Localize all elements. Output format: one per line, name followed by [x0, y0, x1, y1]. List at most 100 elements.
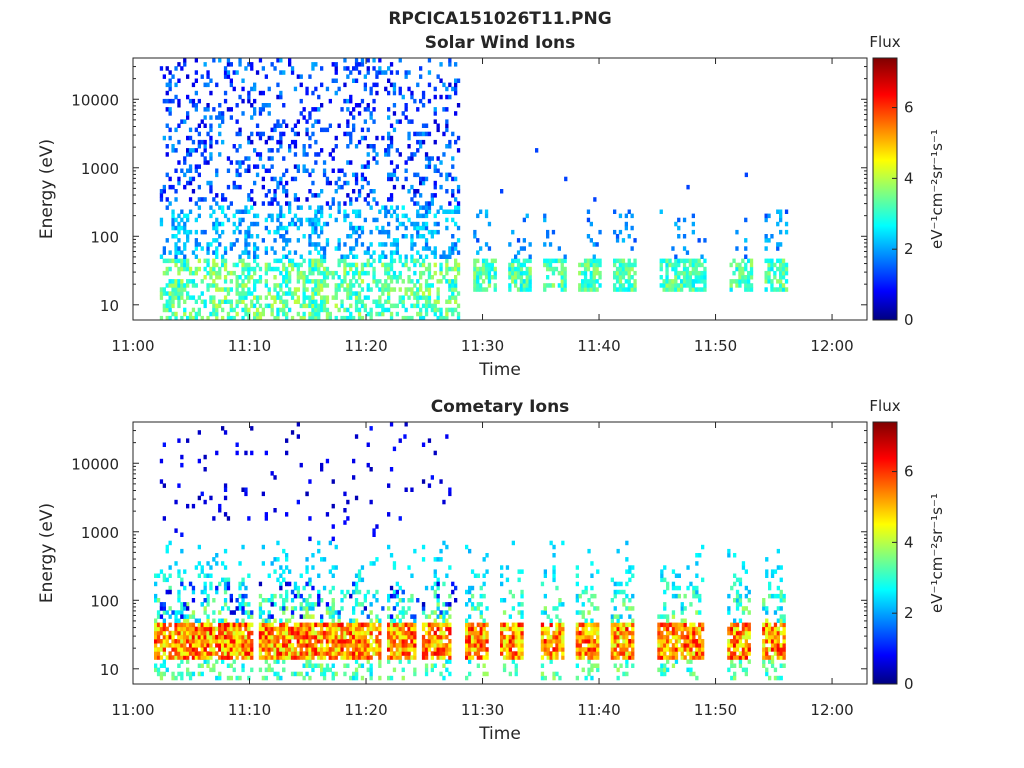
heatmap-cell: [290, 651, 295, 656]
heatmap-cell: [456, 103, 461, 108]
heatmap-cell: [334, 630, 338, 636]
heatmap-cell: [311, 565, 315, 570]
heatmap-cell: [215, 262, 219, 268]
heatmap-cell: [276, 295, 280, 300]
heatmap-cell: [296, 434, 300, 439]
heatmap-cell: [375, 70, 379, 75]
heatmap-cell: [765, 573, 769, 578]
heatmap-cell: [520, 639, 524, 644]
heatmap-cell: [770, 626, 775, 632]
heatmap-cell: [392, 446, 397, 452]
heatmap-cell: [561, 622, 565, 628]
heatmap-cell: [671, 246, 675, 251]
heatmap-cell: [328, 213, 332, 219]
heatmap-cell: [389, 303, 394, 309]
heatmap-cell: [328, 614, 332, 619]
heatmap-cell: [264, 303, 268, 309]
heatmap-cell: [267, 287, 271, 292]
heatmap-cell: [288, 148, 292, 153]
heatmap-cell: [223, 651, 228, 656]
heatmap-cell: [354, 78, 359, 83]
heatmap-cell: [267, 655, 271, 660]
heatmap-cell: [421, 103, 426, 108]
heatmap-cell: [456, 184, 461, 190]
heatmap-cell: [630, 283, 634, 288]
heatmap-cell: [165, 283, 169, 288]
heatmap-cell: [168, 279, 172, 284]
heatmap-cell: [407, 266, 411, 272]
heatmap-cell: [229, 663, 233, 668]
heatmap-cell: [668, 262, 672, 268]
heatmap-cell: [616, 626, 620, 632]
heatmap-cell: [247, 62, 251, 67]
heatmap-cell: [352, 225, 356, 231]
heatmap-cell: [322, 275, 327, 280]
heatmap-cell: [682, 217, 687, 223]
heatmap-cell: [194, 58, 198, 63]
heatmap-cell: [454, 295, 458, 300]
heatmap-cell: [308, 205, 312, 210]
heatmap-cell: [247, 262, 251, 268]
heatmap-cell: [215, 311, 219, 317]
heatmap-cell: [555, 643, 559, 648]
heatmap-cell: [776, 647, 780, 652]
heatmap-cell: [206, 180, 210, 186]
heatmap-cell: [241, 209, 245, 214]
heatmap-cell: [250, 622, 254, 628]
heatmap-cell: [159, 626, 164, 632]
heatmap-cell: [575, 651, 579, 656]
heatmap-cell: [666, 647, 670, 652]
heatmap-cell: [631, 593, 635, 599]
heatmap-cell: [168, 201, 172, 206]
heatmap-cell: [334, 70, 338, 75]
heatmap-cell: [156, 651, 161, 656]
heatmap-cell: [776, 242, 780, 247]
heatmap-cell: [413, 291, 417, 296]
heatmap-cell: [511, 270, 515, 276]
heatmap-cell: [159, 221, 164, 227]
heatmap-cell: [206, 74, 210, 79]
heatmap-cell: [424, 311, 429, 317]
heatmap-cell: [197, 242, 201, 247]
heatmap-cell: [500, 630, 504, 636]
heatmap-cell: [354, 144, 359, 149]
heatmap-cell: [698, 647, 702, 652]
heatmap-cell: [392, 589, 397, 595]
heatmap-cell: [226, 168, 231, 173]
heatmap-cell: [235, 299, 239, 304]
heatmap-cell: [540, 634, 545, 640]
heatmap-cell: [244, 602, 248, 607]
heatmap-cell: [627, 275, 631, 280]
heatmap-cell: [558, 598, 562, 603]
heatmap-cell: [354, 291, 359, 296]
heatmap-cell: [253, 258, 257, 264]
heatmap-cell: [209, 127, 213, 133]
heatmap-cell: [560, 283, 564, 288]
heatmap-cell: [308, 74, 312, 79]
heatmap-cell: [363, 651, 367, 656]
heatmap-cell: [381, 307, 385, 313]
heatmap-cell: [584, 626, 588, 632]
heatmap-cell: [299, 111, 303, 116]
heatmap-cell: [349, 634, 353, 640]
heatmap-cell: [381, 311, 385, 317]
heatmap-cell: [436, 557, 440, 562]
heatmap-cell: [765, 618, 769, 623]
heatmap-cell: [366, 442, 370, 447]
heatmap-cell: [223, 66, 228, 71]
heatmap-cell: [331, 655, 335, 660]
heatmap-cell: [624, 213, 628, 219]
heatmap-cell: [232, 184, 236, 190]
heatmap-cell: [433, 589, 437, 595]
heatmap-cell: [387, 275, 391, 280]
heatmap-cell: [700, 287, 704, 292]
heatmap-cell: [470, 655, 475, 660]
heatmap-cell: [247, 275, 251, 280]
heatmap-cell: [296, 168, 300, 173]
heatmap-cell: [502, 667, 507, 673]
heatmap-cell: [682, 258, 687, 264]
heatmap-cell: [476, 250, 480, 255]
heatmap-cell: [200, 602, 204, 607]
heatmap-cell: [270, 246, 274, 251]
heatmap-cell: [209, 655, 213, 660]
